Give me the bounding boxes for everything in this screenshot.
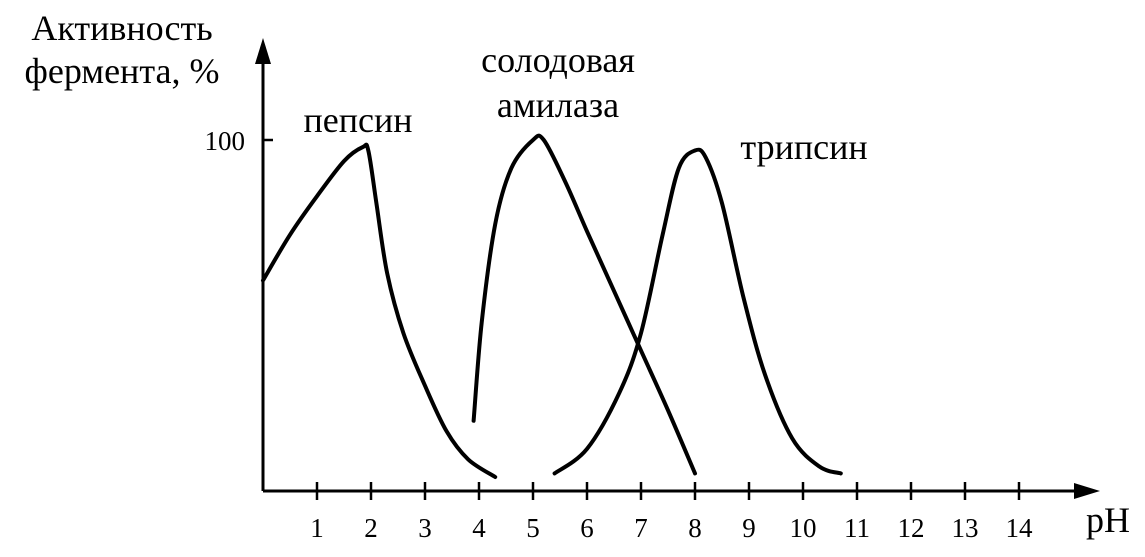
x-axis-title: pH bbox=[1086, 500, 1130, 540]
x-ticks: 1 2 3 4 5 6 7 8 9 10 11 12 13 14 bbox=[310, 482, 1033, 543]
series-label-malt-amylase-line-1: солодовая bbox=[481, 40, 635, 80]
x-tick-label-9: 9 bbox=[742, 513, 756, 543]
y-axis-title-line-2: фермента, % bbox=[25, 51, 220, 91]
series-curve-trypsin bbox=[552, 147, 843, 476]
x-tick-label-12: 12 bbox=[898, 513, 925, 543]
x-tick-label-2: 2 bbox=[364, 513, 378, 543]
series-label-trypsin: трипсин bbox=[740, 127, 867, 167]
x-tick-label-6: 6 bbox=[580, 513, 594, 543]
x-tick-label-8: 8 bbox=[688, 513, 702, 543]
x-tick-label-4: 4 bbox=[472, 513, 486, 543]
series-curves bbox=[261, 133, 843, 479]
y-axis-title-line-1: Активность bbox=[31, 8, 212, 48]
x-tick-label-10: 10 bbox=[790, 513, 817, 543]
x-tick-label-7: 7 bbox=[634, 513, 648, 543]
series-curve-pepsin bbox=[261, 142, 498, 479]
y-ticks: 100 bbox=[205, 126, 273, 156]
y-tick-label-100: 100 bbox=[205, 126, 246, 156]
x-tick-label-14: 14 bbox=[1006, 513, 1034, 543]
series-label-pepsin: пепсин bbox=[303, 100, 412, 140]
x-tick-label-3: 3 bbox=[418, 513, 432, 543]
x-tick-label-13: 13 bbox=[952, 513, 979, 543]
series-label-malt-amylase-line-2: амилаза bbox=[497, 85, 619, 125]
axes bbox=[255, 38, 1100, 499]
x-tick-label-5: 5 bbox=[526, 513, 540, 543]
x-tick-label-1: 1 bbox=[310, 513, 324, 543]
series-curve-malt-amylase bbox=[471, 133, 697, 476]
x-tick-label-11: 11 bbox=[844, 513, 870, 543]
y-axis-arrow bbox=[255, 38, 271, 64]
x-axis-arrow bbox=[1074, 483, 1100, 499]
